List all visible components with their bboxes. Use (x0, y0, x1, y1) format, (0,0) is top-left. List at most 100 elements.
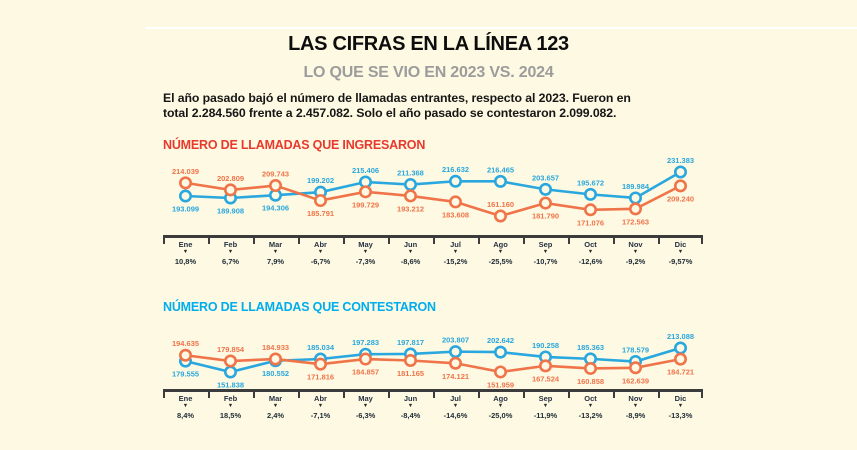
data-label-2023: 199.202 (307, 176, 334, 185)
down-triangle-icon: ▼ (677, 403, 684, 409)
pct-change-label: -15,2% (443, 257, 468, 266)
down-triangle-icon: ▼ (632, 403, 639, 409)
pct-change-label: -6,7% (310, 257, 331, 266)
data-point-2023 (583, 187, 597, 201)
data-label-2023: 190.258 (532, 341, 559, 350)
data-point-2024 (404, 354, 418, 368)
data-point-2023 (178, 189, 192, 203)
data-label-2024: 162.639 (622, 376, 649, 385)
axis-cell-jul: Jul ▼ -14,6% (433, 389, 478, 420)
down-triangle-icon: ▼ (182, 403, 189, 409)
data-point-2023 (404, 178, 418, 192)
data-label-2023: 231.383 (667, 156, 694, 165)
data-point-2024 (673, 352, 687, 366)
down-triangle-icon: ▼ (227, 403, 234, 409)
data-label-2023: 197.817 (397, 338, 424, 347)
data-point-2024 (628, 361, 642, 375)
axis-cell-abr: Abr ▼ -7,1% (298, 389, 343, 420)
data-label-2023: 216.465 (487, 165, 514, 174)
data-label-2024: 185.791 (307, 209, 334, 218)
month-axis-ingresaron: Ene ▼ 10,8% Feb ▼ 6,7% Mar ▼ 7,9% Abr ▼ -6,7% May ▼ -7… (163, 235, 703, 266)
data-label-2024: 214.039 (172, 167, 199, 176)
data-label-2023: 202.642 (487, 336, 514, 345)
month-label: Ago (493, 394, 508, 403)
axis-cell-may: May ▼ -6,3% (343, 389, 388, 420)
intro-text: El año pasado bajó el número de llamadas… (163, 91, 708, 121)
data-label-2024: 184.721 (667, 368, 694, 377)
down-triangle-icon: ▼ (407, 249, 414, 255)
data-label-2023: 213.088 (667, 332, 694, 341)
data-label-2024: 193.212 (397, 204, 424, 213)
page-title: LAS CIFRAS EN LA LÍNEA 123 (288, 33, 569, 55)
axis-cell-nov: Nov ▼ -8,9% (613, 389, 658, 420)
data-label-2024: 181.790 (532, 212, 559, 221)
down-triangle-icon: ▼ (542, 249, 549, 255)
axis-cell-jul: Jul ▼ -15,2% (433, 235, 478, 266)
axis-cell-dic: Dic ▼ -9,57% (658, 235, 703, 266)
data-point-2024 (448, 356, 462, 370)
pct-change-label: 2,4% (266, 411, 285, 420)
month-label: Feb (223, 240, 238, 249)
chart-title-ingresaron: NÚMERO DE LLAMADAS QUE INGRESARON (163, 138, 426, 152)
data-label-2023: 216.632 (442, 165, 469, 174)
data-point-2024 (583, 361, 597, 375)
series-line-2023 (185, 170, 682, 200)
data-label-2024: 167.524 (532, 374, 560, 383)
data-point-2024 (404, 189, 418, 203)
month-label: Dic (674, 394, 687, 403)
data-point-2024 (269, 179, 283, 193)
data-point-2023 (223, 365, 237, 379)
axis-cell-jun: Jun ▼ -8,4% (388, 389, 433, 420)
axis-cell-feb: Feb ▼ 18,5% (208, 389, 253, 420)
data-label-2023: 189.984 (622, 182, 650, 191)
down-triangle-icon: ▼ (362, 403, 369, 409)
pct-change-label: -14,6% (443, 411, 468, 420)
axis-cell-sep: Sep ▼ -11,9% (523, 389, 568, 420)
pct-change-label: -13,3% (668, 411, 693, 420)
month-label: May (358, 240, 373, 249)
axis-cell-ene: Ene ▼ 10,8% (163, 235, 208, 266)
data-label-2023: 179.555 (172, 370, 199, 379)
data-label-2024: 171.076 (577, 218, 604, 227)
down-triangle-icon: ▼ (452, 249, 459, 255)
axis-cell-ene: Ene ▼ 8,4% (163, 389, 208, 420)
data-point-2023 (493, 345, 507, 359)
data-point-2024 (178, 176, 192, 190)
axis-cell-jun: Jun ▼ -8,6% (388, 235, 433, 266)
pct-change-label: -11,9% (533, 411, 558, 420)
down-triangle-icon: ▼ (317, 249, 324, 255)
data-label-2023: 211.368 (397, 169, 424, 178)
data-point-2024 (223, 183, 237, 197)
pct-change-label: -7,3% (355, 257, 376, 266)
month-label: Mar (268, 394, 283, 403)
axis-cell-ago: Ago ▼ -25,0% (478, 389, 523, 420)
data-label-2024: 209.240 (667, 194, 694, 203)
data-label-2023: 193.099 (172, 204, 199, 213)
data-label-2023: 203.657 (532, 173, 559, 182)
axis-cell-oct: Oct ▼ -12,6% (568, 235, 613, 266)
axis-cell-oct: Oct ▼ -13,2% (568, 389, 613, 420)
pct-change-label: 7,9% (266, 257, 285, 266)
data-point-2023 (448, 345, 462, 359)
month-label: Jul (450, 240, 461, 249)
month-label: May (358, 394, 373, 403)
down-triangle-icon: ▼ (632, 249, 639, 255)
pct-change-label: -8,4% (400, 411, 421, 420)
pct-change-label: -8,9% (625, 411, 646, 420)
data-label-2024: 202.809 (217, 174, 244, 183)
down-triangle-icon: ▼ (587, 249, 594, 255)
down-triangle-icon: ▼ (497, 249, 504, 255)
chart-llamadas-contestaron: NÚMERO DE LLAMADAS QUE CONTESTARON 179.5… (163, 300, 703, 420)
axis-cell-may: May ▼ -7,3% (343, 235, 388, 266)
down-triangle-icon: ▼ (272, 249, 279, 255)
pct-change-label: -10,7% (533, 257, 558, 266)
data-label-2024: 183.608 (442, 210, 469, 219)
data-point-2024 (269, 352, 283, 366)
pct-change-label: -9,57% (668, 257, 693, 266)
data-label-2023: 180.552 (262, 369, 289, 378)
month-label: Ene (178, 240, 193, 249)
pct-change-label: -25,0% (488, 411, 513, 420)
data-point-2024 (628, 202, 642, 216)
down-triangle-icon: ▼ (362, 249, 369, 255)
